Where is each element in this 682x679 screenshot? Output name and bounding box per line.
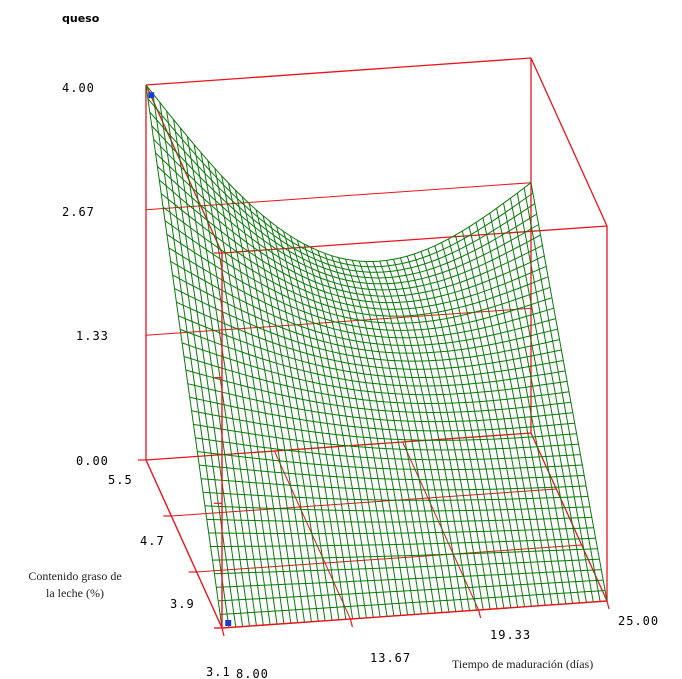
surface-mesh-line — [454, 234, 532, 607]
surface-mesh-line — [379, 260, 457, 612]
surface-mesh-line — [468, 226, 546, 606]
floor-gridline — [402, 441, 480, 611]
surface-mesh-line — [221, 175, 299, 623]
surface-mesh-line — [248, 203, 326, 621]
x-tick — [221, 627, 225, 637]
surface-mesh-line — [489, 212, 567, 604]
surface-mesh-line — [228, 182, 305, 623]
surface-mesh-line — [482, 217, 560, 605]
z-tick-label: 2.67 — [62, 205, 95, 219]
surface-mesh-line — [386, 260, 464, 612]
surface-mesh-line — [200, 152, 278, 625]
surface-mesh-line — [166, 110, 244, 627]
surface-mesh-line — [461, 230, 539, 606]
surface-mesh-line — [193, 144, 271, 625]
x-tick — [478, 609, 482, 619]
surface-mesh-line — [241, 196, 319, 622]
z-tick-label: 1.33 — [76, 329, 109, 343]
surface-mesh-line — [530, 182, 608, 602]
surface-mesh-line — [413, 253, 491, 610]
box-edge — [221, 225, 608, 254]
surface-mesh-line — [516, 193, 594, 603]
x-tick — [349, 618, 353, 628]
surface-mesh-line — [358, 260, 436, 614]
surface-mesh-line — [159, 102, 237, 628]
surface-mesh-line — [448, 238, 525, 607]
surface-mesh-line — [509, 198, 587, 603]
surface-mesh-line — [420, 251, 498, 609]
surface-mesh-line — [283, 231, 360, 619]
x-tick-label: 8.00 — [236, 667, 269, 679]
z-axis-label: queso — [62, 12, 100, 25]
y-tick-label: 3.9 — [170, 597, 195, 611]
x-tick-label: 13.67 — [370, 651, 411, 665]
box-edge — [145, 459, 223, 629]
surface-mesh-line — [503, 203, 580, 603]
surface-mesh-line — [393, 259, 470, 611]
x-tick-label: 19.33 — [490, 628, 531, 642]
surface-marker — [148, 92, 155, 99]
surface-mesh-line — [180, 328, 566, 387]
surface-mesh-line — [372, 261, 450, 613]
box-edge — [221, 600, 608, 629]
x-tick — [606, 600, 610, 610]
surface-mesh-line — [152, 93, 230, 628]
surface-mesh-line — [255, 209, 333, 621]
surface-mesh-line — [296, 240, 374, 618]
surface-mesh-line — [145, 84, 223, 629]
surface-mesh-line — [331, 255, 409, 616]
surface-mesh-line — [351, 260, 429, 614]
surface-mesh-line — [324, 253, 402, 616]
surface-mesh-line — [149, 111, 536, 273]
surface-mesh-line — [214, 168, 292, 624]
y-axis-label-line-2: la leche (%) — [46, 586, 104, 600]
surface-mesh-line — [338, 257, 415, 615]
surface-mesh-line — [427, 248, 505, 609]
bounding-box-front — [138, 252, 610, 637]
surface-mesh-line — [344, 258, 422, 615]
surface-mesh-line — [262, 215, 340, 620]
response-surface — [145, 84, 608, 629]
x-axis-label: Tiempo de maduración (días) — [452, 657, 593, 671]
surface-mesh-line — [151, 125, 537, 279]
y-tick-label: 4.7 — [140, 534, 165, 548]
y-tick-label: 3.1 — [206, 665, 231, 679]
surface-mesh-line — [441, 242, 519, 608]
surface-mesh-line — [406, 255, 484, 610]
surface-mesh-line — [303, 243, 381, 617]
surface-mesh-line — [310, 247, 388, 617]
box-edge — [530, 432, 608, 602]
floor-gridline — [196, 544, 582, 573]
surface-marker — [225, 620, 232, 626]
z-tick-label: 0.00 — [76, 454, 109, 468]
x-tick-label: 25.00 — [618, 614, 659, 628]
wall-gridline — [145, 182, 532, 211]
surface-mesh-line — [173, 119, 250, 627]
box-edge — [145, 57, 532, 86]
surface-mesh-line — [365, 261, 443, 613]
surface-mesh-line — [276, 226, 354, 619]
box-edge — [145, 84, 223, 254]
surface-mesh-line — [523, 187, 601, 602]
y-tick-label: 5.5 — [108, 473, 133, 487]
surface-mesh-line — [269, 221, 347, 620]
surface-mesh-line — [317, 250, 395, 616]
surface-mesh-line — [179, 127, 257, 626]
surface-mesh-line — [186, 136, 264, 626]
surface-mesh-line — [234, 189, 312, 622]
box-edge — [530, 57, 608, 227]
surface-mesh-line — [399, 257, 477, 611]
floor-gridline — [171, 488, 557, 517]
surface-mesh-line — [289, 235, 367, 618]
surface-mesh-line — [475, 222, 553, 605]
surface-mesh-line — [496, 208, 574, 604]
y-axis-label-line-1: Contenido graso de — [28, 569, 121, 583]
surface-mesh-line — [434, 245, 512, 608]
z-tick-label: 4.00 — [62, 81, 95, 95]
surface-mesh-line — [207, 160, 285, 624]
